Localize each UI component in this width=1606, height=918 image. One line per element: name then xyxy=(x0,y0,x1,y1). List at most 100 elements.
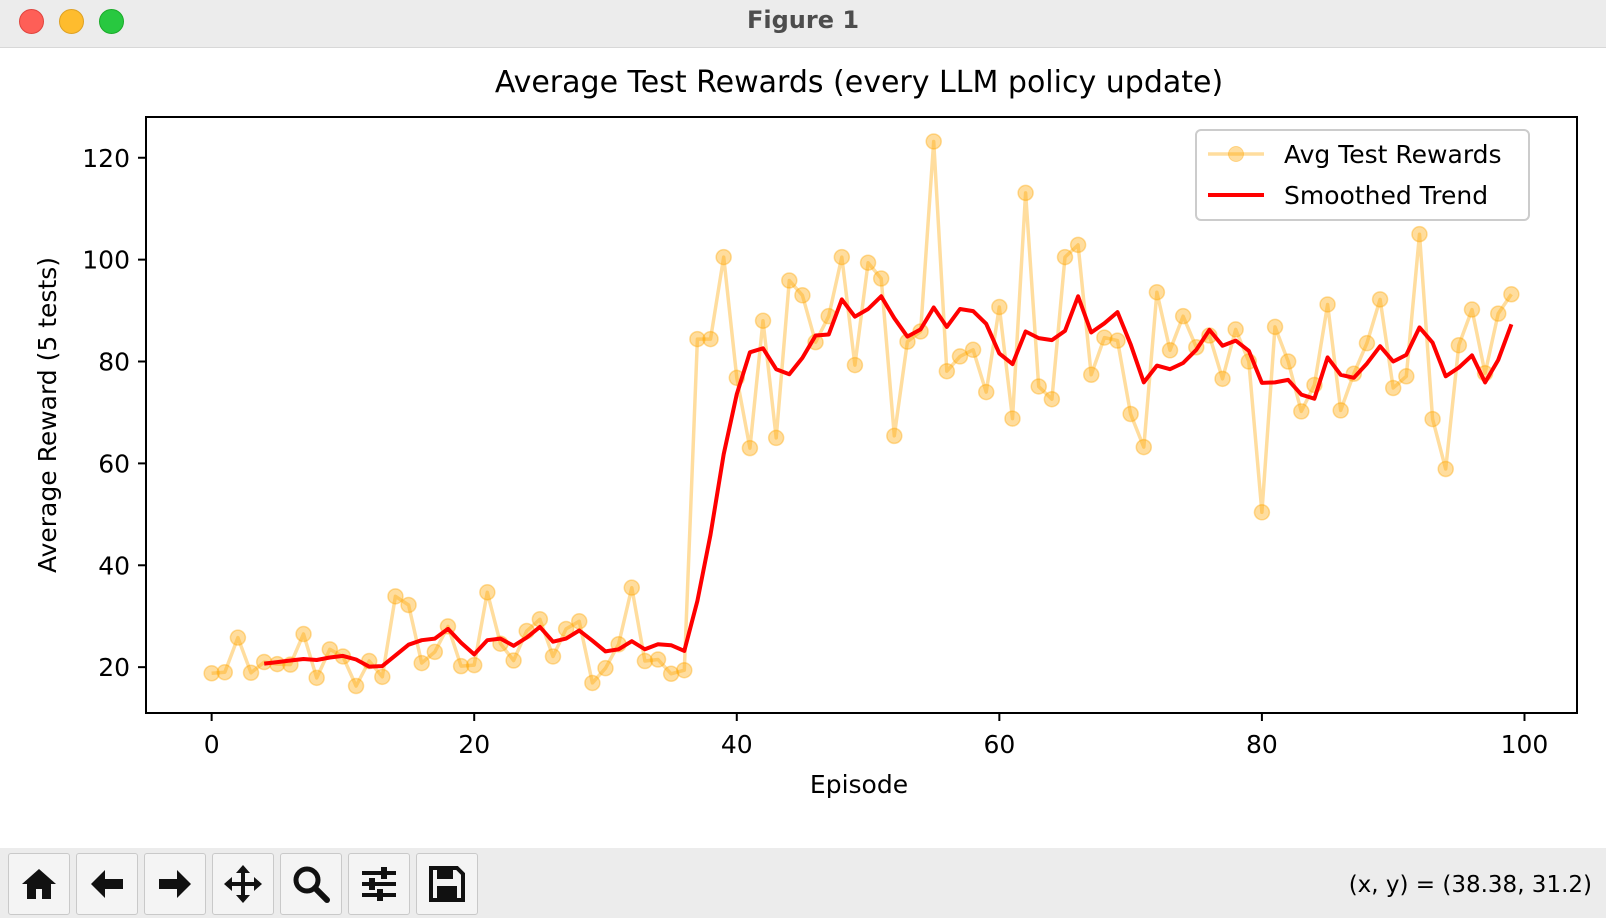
arrow-left-icon xyxy=(91,870,123,898)
data-point xyxy=(1214,370,1231,388)
back-button[interactable] xyxy=(76,853,138,915)
data-point xyxy=(347,677,365,695)
data-point xyxy=(203,665,220,682)
data-point xyxy=(1424,410,1441,428)
data-point xyxy=(794,287,811,304)
y-axis-label: Average Reward (5 tests) xyxy=(33,257,62,573)
data-point xyxy=(1358,334,1376,352)
configure-subplots-button[interactable] xyxy=(348,853,410,915)
data-point xyxy=(531,611,549,628)
data-point xyxy=(1135,438,1153,456)
data-point xyxy=(1463,301,1481,318)
data-point xyxy=(689,330,706,348)
series-line-smoothed-trend xyxy=(263,294,1514,669)
data-point xyxy=(1371,291,1389,308)
data-point xyxy=(1017,184,1034,202)
data-point xyxy=(1253,504,1271,521)
data-point xyxy=(1030,378,1047,395)
legend-box xyxy=(1195,129,1530,221)
data-point xyxy=(1069,236,1087,254)
pan-button[interactable] xyxy=(212,853,274,915)
y-tick-label: 100 xyxy=(82,246,130,275)
data-point xyxy=(1004,410,1021,427)
data-point xyxy=(1503,286,1520,303)
data-point xyxy=(479,584,496,601)
data-point xyxy=(781,272,798,289)
data-point xyxy=(426,643,444,661)
data-point xyxy=(374,668,391,686)
data-point xyxy=(413,654,430,672)
cursor-coordinates: (x, y) = (38.38, 31.2) xyxy=(1348,872,1592,898)
data-point xyxy=(452,657,470,675)
data-point xyxy=(1056,248,1074,266)
home-button[interactable] xyxy=(8,853,70,915)
data-point xyxy=(767,429,785,447)
zoom-button[interactable] xyxy=(280,853,342,915)
data-point xyxy=(229,629,247,646)
x-axis-label: Episode xyxy=(810,770,908,799)
x-tick-label: 100 xyxy=(1501,730,1549,759)
data-point xyxy=(216,663,234,681)
y-tick-label: 40 xyxy=(98,551,130,580)
plot-marks xyxy=(203,133,1520,695)
data-point xyxy=(570,613,588,630)
data-point xyxy=(242,664,260,682)
data-point xyxy=(597,659,614,677)
figure-canvas[interactable]: Average Test Rewards (every LLM policy u… xyxy=(4,48,1602,848)
close-window-button[interactable] xyxy=(19,9,44,34)
minimize-window-button[interactable] xyxy=(59,9,84,34)
data-point xyxy=(662,665,680,683)
data-point xyxy=(400,596,417,614)
x-tick-label: 40 xyxy=(721,730,753,759)
data-point xyxy=(1148,283,1166,301)
chart: Average Test Rewards (every LLM policy u… xyxy=(33,65,1578,799)
data-point xyxy=(702,330,719,348)
data-point xyxy=(977,383,995,401)
data-point xyxy=(741,439,759,457)
data-point xyxy=(1122,405,1139,423)
data-point xyxy=(584,674,601,692)
data-point xyxy=(1279,353,1297,370)
data-point xyxy=(1266,318,1284,336)
data-point xyxy=(1293,403,1310,420)
data-point xyxy=(1174,307,1192,325)
x-tick-label: 80 xyxy=(1246,730,1278,759)
data-point xyxy=(649,651,667,668)
data-point xyxy=(1384,379,1402,397)
arrow-right-icon xyxy=(159,870,191,898)
data-point xyxy=(1437,460,1454,478)
data-point xyxy=(1411,225,1428,243)
save-button[interactable] xyxy=(416,853,478,915)
legend-label: Avg Test Rewards xyxy=(1284,140,1502,169)
data-point xyxy=(925,133,942,150)
y-tick-label: 120 xyxy=(82,144,130,173)
legend: Avg Test Rewards Smoothed Trend xyxy=(1195,129,1530,221)
legend-label: Smoothed Trend xyxy=(1284,181,1488,210)
data-point xyxy=(1450,336,1468,354)
maximize-window-button[interactable] xyxy=(99,9,124,34)
data-point xyxy=(387,588,404,605)
floppy-disk-icon xyxy=(429,866,465,902)
data-point xyxy=(1227,321,1244,338)
data-point xyxy=(295,625,312,643)
data-point xyxy=(676,661,693,679)
window-titlebar: Figure 1 xyxy=(0,0,1606,48)
chart-title: Average Test Rewards (every LLM policy u… xyxy=(495,65,1223,100)
navigation-toolbar: (x, y) = (38.38, 31.2) xyxy=(0,848,1606,918)
data-point xyxy=(308,669,325,687)
data-point xyxy=(1398,368,1415,385)
legend-marker xyxy=(1228,146,1244,162)
data-point xyxy=(1109,332,1126,349)
data-point xyxy=(872,270,890,287)
forward-button[interactable] xyxy=(144,853,206,915)
axis-ticks: 0 20 40 60 80 100 20 40 60 80 100 120 xyxy=(82,144,1548,759)
data-point xyxy=(886,427,903,445)
data-point xyxy=(1082,366,1100,384)
move-icon xyxy=(224,865,262,903)
data-point xyxy=(465,656,483,674)
data-point xyxy=(846,356,864,374)
data-point xyxy=(951,348,969,365)
data-point xyxy=(505,652,522,669)
data-point xyxy=(1043,390,1061,408)
data-point xyxy=(636,652,654,670)
